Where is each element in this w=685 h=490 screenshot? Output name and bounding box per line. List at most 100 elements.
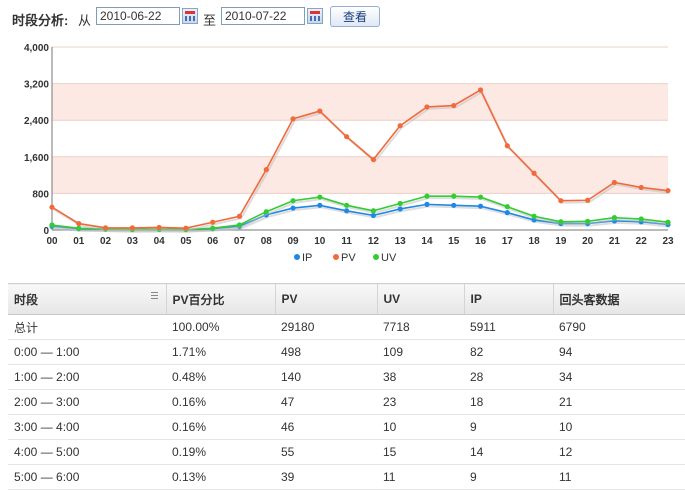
data-point-pv[interactable] — [76, 220, 82, 227]
column-menu-icon[interactable] — [150, 292, 158, 300]
y-tick-label: 0 — [43, 226, 49, 237]
data-point-pv[interactable] — [102, 225, 109, 231]
table-cell: 0:00 — 1:00 — [8, 339, 166, 365]
x-tick-label: 16 — [475, 236, 487, 247]
data-point-pv[interactable] — [210, 219, 216, 225]
end-date-input[interactable] — [221, 7, 305, 25]
data-point-uv[interactable] — [263, 209, 269, 215]
legend-label[interactable]: UV — [381, 252, 397, 264]
table-row: 2:00 — 3:00 0.16% 47 23 18 21 — [8, 389, 685, 415]
data-point-pv[interactable] — [344, 134, 350, 140]
x-tick-label: 09 — [287, 236, 299, 247]
table-cell: 1.71% — [166, 339, 275, 365]
data-point-pv[interactable] — [558, 198, 564, 204]
legend-label[interactable]: PV — [341, 252, 356, 264]
data-point-ip[interactable] — [424, 201, 430, 207]
table-cell: 11 — [377, 464, 464, 490]
data-point-pv[interactable] — [424, 104, 430, 110]
data-point-uv[interactable] — [531, 213, 537, 219]
column-header[interactable]: 回头客数据 — [553, 283, 685, 315]
data-point-uv[interactable] — [504, 204, 510, 210]
table-cell: 总计 — [8, 314, 166, 340]
data-point-uv[interactable] — [370, 208, 376, 214]
data-point-ip[interactable] — [397, 206, 403, 212]
data-point-pv[interactable] — [290, 116, 296, 122]
data-point-uv[interactable] — [558, 219, 564, 225]
column-header-label: IP — [470, 292, 482, 306]
legend-marker[interactable] — [373, 254, 379, 260]
table-cell: 21 — [553, 389, 685, 415]
data-point-pv[interactable] — [477, 87, 484, 93]
data-point-uv[interactable] — [477, 194, 484, 200]
x-tick-label: 11 — [341, 236, 352, 247]
table-row: 5:00 — 6:00 0.13% 39 11 9 11 — [8, 464, 685, 490]
x-tick-label: 00 — [46, 236, 58, 247]
table-cell: 11 — [553, 464, 685, 490]
column-header[interactable]: IP — [464, 283, 554, 315]
data-point-pv[interactable] — [156, 224, 162, 231]
data-point-uv[interactable] — [317, 194, 323, 200]
data-point-uv[interactable] — [210, 225, 216, 231]
data-point-pv[interactable] — [370, 156, 376, 163]
data-point-uv[interactable] — [290, 198, 296, 204]
data-point-pv[interactable] — [638, 184, 644, 191]
table-cell: 0.16% — [166, 414, 275, 440]
data-point-pv[interactable] — [665, 188, 671, 194]
view-button[interactable]: 查看 — [330, 6, 380, 27]
x-tick-label: 01 — [73, 236, 85, 247]
from-label: 从 — [78, 13, 92, 28]
column-header[interactable]: 时段 — [8, 283, 167, 315]
column-header[interactable]: PV百分比 — [166, 283, 276, 315]
table-cell: 3:00 — 4:00 — [8, 414, 166, 440]
data-point-uv[interactable] — [451, 193, 457, 199]
data-point-pv[interactable] — [451, 102, 457, 109]
column-header[interactable]: UV — [377, 283, 465, 315]
data-point-uv[interactable] — [344, 202, 350, 208]
data-point-pv[interactable] — [49, 204, 55, 210]
data-point-ip[interactable] — [370, 212, 376, 218]
analysis-label: 时段分析: — [12, 13, 69, 28]
table-cell: 0.13% — [166, 464, 275, 490]
table-row: 3:00 — 4:00 0.16% 46 10 9 10 — [8, 414, 685, 440]
data-point-ip[interactable] — [290, 205, 296, 211]
data-point-ip[interactable] — [317, 202, 323, 208]
data-point-ip[interactable] — [344, 208, 350, 214]
table-cell: 28 — [464, 364, 553, 390]
legend-marker[interactable] — [294, 254, 300, 260]
data-point-pv[interactable] — [317, 108, 323, 114]
x-tick-label: 23 — [662, 236, 674, 247]
data-point-ip[interactable] — [504, 210, 510, 216]
data-point-pv[interactable] — [183, 225, 189, 231]
table-cell: 10 — [377, 414, 464, 440]
data-point-uv[interactable] — [638, 216, 644, 222]
x-tick-label: 13 — [395, 236, 407, 247]
data-point-pv[interactable] — [531, 170, 537, 176]
data-point-uv[interactable] — [76, 225, 82, 231]
data-point-uv[interactable] — [665, 219, 671, 225]
data-point-pv[interactable] — [585, 197, 591, 203]
data-point-pv[interactable] — [611, 179, 618, 186]
table-cell: 0.19% — [166, 439, 275, 465]
legend-label[interactable]: IP — [302, 252, 312, 264]
start-date-input[interactable] — [96, 7, 180, 25]
data-point-uv[interactable] — [397, 200, 403, 207]
data-point-pv[interactable] — [504, 143, 510, 149]
data-point-uv[interactable] — [585, 218, 591, 224]
end-calendar-icon[interactable] — [307, 8, 323, 24]
data-point-uv[interactable] — [49, 222, 55, 228]
data-point-pv[interactable] — [129, 225, 135, 231]
data-point-pv[interactable] — [263, 167, 269, 173]
data-point-uv[interactable] — [611, 215, 618, 221]
data-point-uv[interactable] — [424, 193, 430, 199]
data-point-ip[interactable] — [451, 202, 457, 208]
data-point-pv[interactable] — [397, 123, 403, 129]
data-point-uv[interactable] — [236, 222, 243, 228]
legend-marker[interactable] — [333, 254, 339, 260]
column-header[interactable]: PV — [275, 283, 378, 315]
start-calendar-icon[interactable] — [182, 8, 198, 24]
grid-band — [52, 120, 668, 157]
data-point-ip[interactable] — [477, 203, 484, 209]
hourly-data-table: 时段 PV百分比 PV UV IP 回头客数据 总计 100.00% 29180 7718 591… — [8, 283, 685, 490]
data-point-pv[interactable] — [236, 213, 243, 219]
table-cell: 0.48% — [166, 364, 275, 390]
